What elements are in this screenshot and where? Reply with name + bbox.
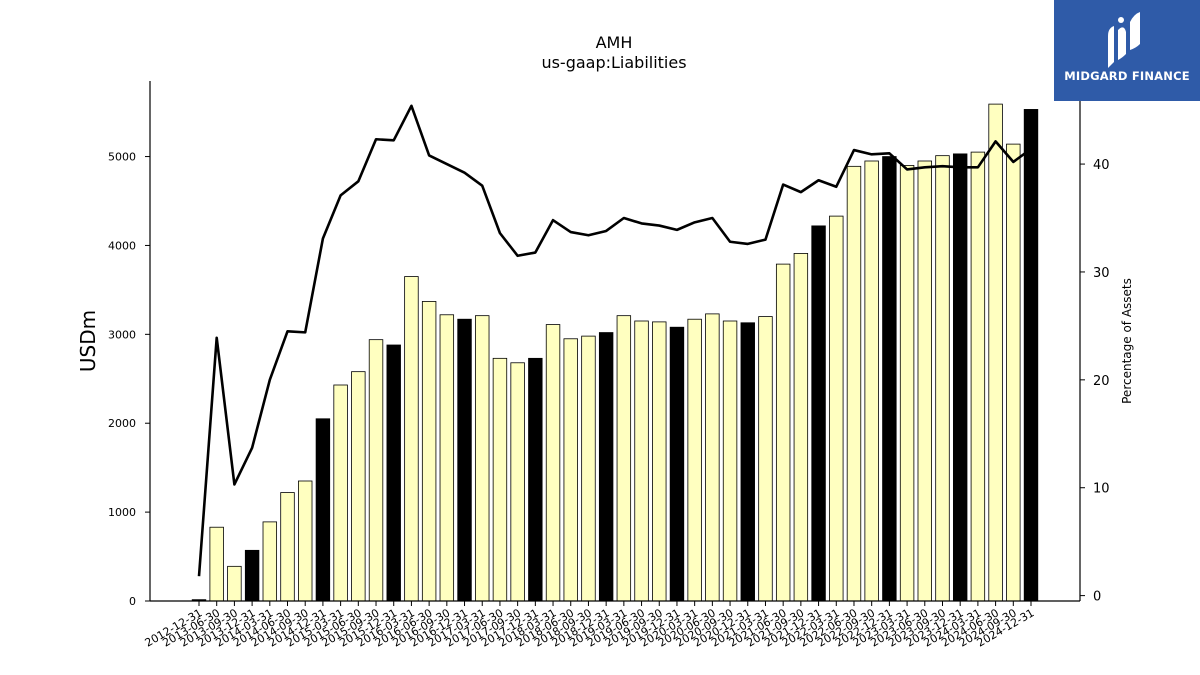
y-tick-label: 2000 — [108, 417, 136, 430]
line-series — [197, 104, 1032, 577]
chart-subtitle: us-gaap:Liabilities — [541, 53, 686, 72]
bar-2017-06-30 — [492, 357, 508, 602]
y2-tick-label: 0 — [1093, 590, 1101, 605]
bar-2021-03-31 — [758, 316, 773, 602]
bar-2024-09-30 — [1006, 143, 1021, 602]
bar-2019-03-31 — [616, 315, 632, 602]
bar-2023-03-31 — [899, 165, 915, 602]
bar-2013-06-30 — [209, 526, 224, 602]
bar-2019-06-30 — [634, 320, 649, 602]
bar-2019-09-30 — [652, 321, 667, 602]
bar-2022-09-30 — [864, 160, 879, 602]
bar-2020-03-31 — [687, 318, 702, 602]
bar-2024-12-31 — [1023, 109, 1039, 602]
bar-2024-06-30 — [988, 103, 1003, 602]
chart-title: AMH — [596, 33, 633, 52]
y-tick-label: 5000 — [108, 151, 136, 164]
bar-2022-06-30 — [846, 165, 862, 602]
bar-2023-09-30 — [935, 155, 950, 602]
bar-series — [191, 103, 1039, 602]
bar-2023-06-30 — [917, 160, 932, 602]
percentage-of-assets-line — [197, 104, 1032, 577]
y2-tick-label: 10 — [1093, 482, 1110, 497]
bar-2022-12-31 — [882, 156, 897, 602]
y2-axis-label: Percentage of Assets — [1120, 278, 1134, 404]
bar-2024-03-31 — [970, 151, 986, 602]
y2-tick-label: 30 — [1093, 266, 1110, 281]
bar-2018-09-30 — [581, 335, 596, 602]
bar-2014-09-30 — [298, 480, 313, 602]
y2-tick-label: 40 — [1093, 158, 1110, 173]
bar-2015-03-31 — [333, 384, 348, 602]
midgard-logo-icon — [1108, 12, 1140, 68]
bar-2015-06-30 — [351, 371, 366, 602]
bar-2014-06-30 — [280, 492, 295, 602]
y-tick-label: 1000 — [108, 506, 136, 519]
y2-tick-label: 20 — [1093, 374, 1110, 389]
bar-2016-12-31 — [457, 318, 472, 602]
bar-2016-09-30 — [439, 314, 455, 602]
bar-2014-12-31 — [315, 418, 331, 602]
bar-2016-06-30 — [421, 301, 437, 602]
y2-axis-ticks: 0 10 20 30 40 — [1080, 158, 1110, 605]
logo-text: MIDGARD FINANCE — [1064, 69, 1190, 83]
bar-2021-06-30 — [775, 263, 791, 602]
bar-2019-12-31 — [669, 326, 685, 602]
brand-logo: MIDGARD FINANCE — [1054, 0, 1200, 101]
y-tick-label: 4000 — [108, 239, 136, 252]
y-tick-label: 0 — [129, 595, 136, 608]
bar-2020-12-31 — [740, 322, 755, 602]
y-axis-ticks: 0 1000 2000 3000 4000 5000 — [108, 151, 150, 608]
y-axis-label: USDm — [76, 310, 100, 372]
bar-2014-03-31 — [262, 521, 278, 602]
bar-2015-09-30 — [368, 339, 384, 602]
y-tick-label: 3000 — [108, 328, 136, 341]
bar-2017-09-30 — [510, 362, 525, 602]
bar-2018-03-31 — [545, 324, 561, 602]
bar-2013-12-31 — [244, 549, 260, 602]
bar-2021-09-30 — [793, 253, 809, 602]
bar-2018-12-31 — [598, 332, 614, 602]
bar-2017-03-31 — [475, 315, 490, 602]
bar-2017-12-31 — [528, 357, 543, 602]
bar-2013-09-30 — [227, 565, 242, 602]
bar-2015-12-31 — [386, 344, 401, 602]
bar-2022-03-31 — [829, 215, 844, 602]
bar-2016-03-31 — [404, 276, 419, 602]
bar-2020-09-30 — [722, 320, 738, 602]
bar-2020-06-30 — [705, 313, 720, 602]
bar-2023-12-31 — [952, 153, 968, 602]
x-axis-ticks: 2012-12-312013-06-302013-09-302013-12-31… — [143, 601, 1037, 650]
bar-2018-06-30 — [563, 338, 578, 602]
bar-2021-12-31 — [811, 225, 826, 602]
